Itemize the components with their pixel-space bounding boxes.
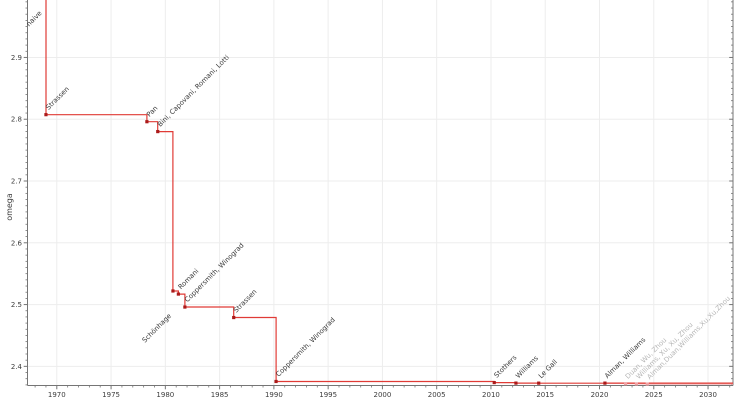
data-point-marker	[603, 381, 607, 385]
data-point-label: Le Gall	[537, 358, 559, 380]
data-point-marker	[232, 315, 236, 320]
x-tick-label: 2015	[536, 391, 554, 399]
data-point-marker	[645, 382, 649, 386]
x-tick-label: 2000	[374, 391, 392, 399]
data-point-label: Williams	[514, 354, 540, 380]
data-point-marker	[537, 381, 541, 385]
x-tick-label: 2020	[591, 391, 609, 399]
data-point-label: Strassen	[232, 288, 259, 315]
x-tick-label: 2030	[699, 391, 717, 399]
y-tick-label: 2.5	[11, 301, 22, 309]
gridlines	[27, 0, 733, 386]
y-tick-label: 2.4	[11, 363, 23, 371]
x-tick-label: 2010	[482, 391, 500, 399]
y-tick-label: 2.6	[11, 239, 23, 247]
data-point-marker	[176, 292, 180, 296]
x-tick-label: 1975	[102, 391, 120, 399]
data-point-marker	[183, 305, 187, 309]
data-point-label: Strassen	[44, 85, 71, 112]
data-point-marker	[44, 113, 48, 117]
y-tick-label: 2.9	[11, 54, 22, 62]
x-tick-label: 1985	[211, 391, 229, 399]
data-markers	[44, 113, 649, 386]
y-axis-title: omega	[5, 193, 14, 221]
x-tick-label: 2025	[645, 391, 663, 399]
data-point-label: Schönhage	[141, 312, 173, 344]
data-point-label: Alman,Duan,Williams,Xu,Xu,Zhou	[646, 295, 732, 381]
data-point-marker	[171, 289, 175, 293]
data-point-marker	[634, 382, 639, 386]
x-tick-label: 1980	[156, 391, 174, 399]
data-point-marker	[274, 379, 278, 384]
axes: 1970 1975 1980 1985 1990 1995 2000 2005 2010 2015…	[11, 0, 734, 399]
data-point-marker	[514, 381, 518, 385]
x-tick-label: 1990	[265, 391, 283, 399]
data-point-marker	[492, 380, 496, 385]
data-point-marker	[145, 120, 149, 124]
x-tick-label: 2005	[428, 391, 446, 399]
data-point-label: Coppersmith, Winograd	[274, 316, 336, 378]
data-point-marker	[623, 382, 628, 386]
x-tick-label: 1995	[319, 391, 337, 399]
data-point-label: Williams, Xu, Xu, Zhou	[635, 321, 695, 381]
y-tick-label: 2.7	[11, 178, 22, 186]
y-tick-label: 2.8	[11, 116, 22, 124]
data-point-label: Pan	[145, 104, 159, 118]
data-point-marker	[156, 129, 160, 134]
x-tick-label: 1970	[48, 391, 66, 399]
